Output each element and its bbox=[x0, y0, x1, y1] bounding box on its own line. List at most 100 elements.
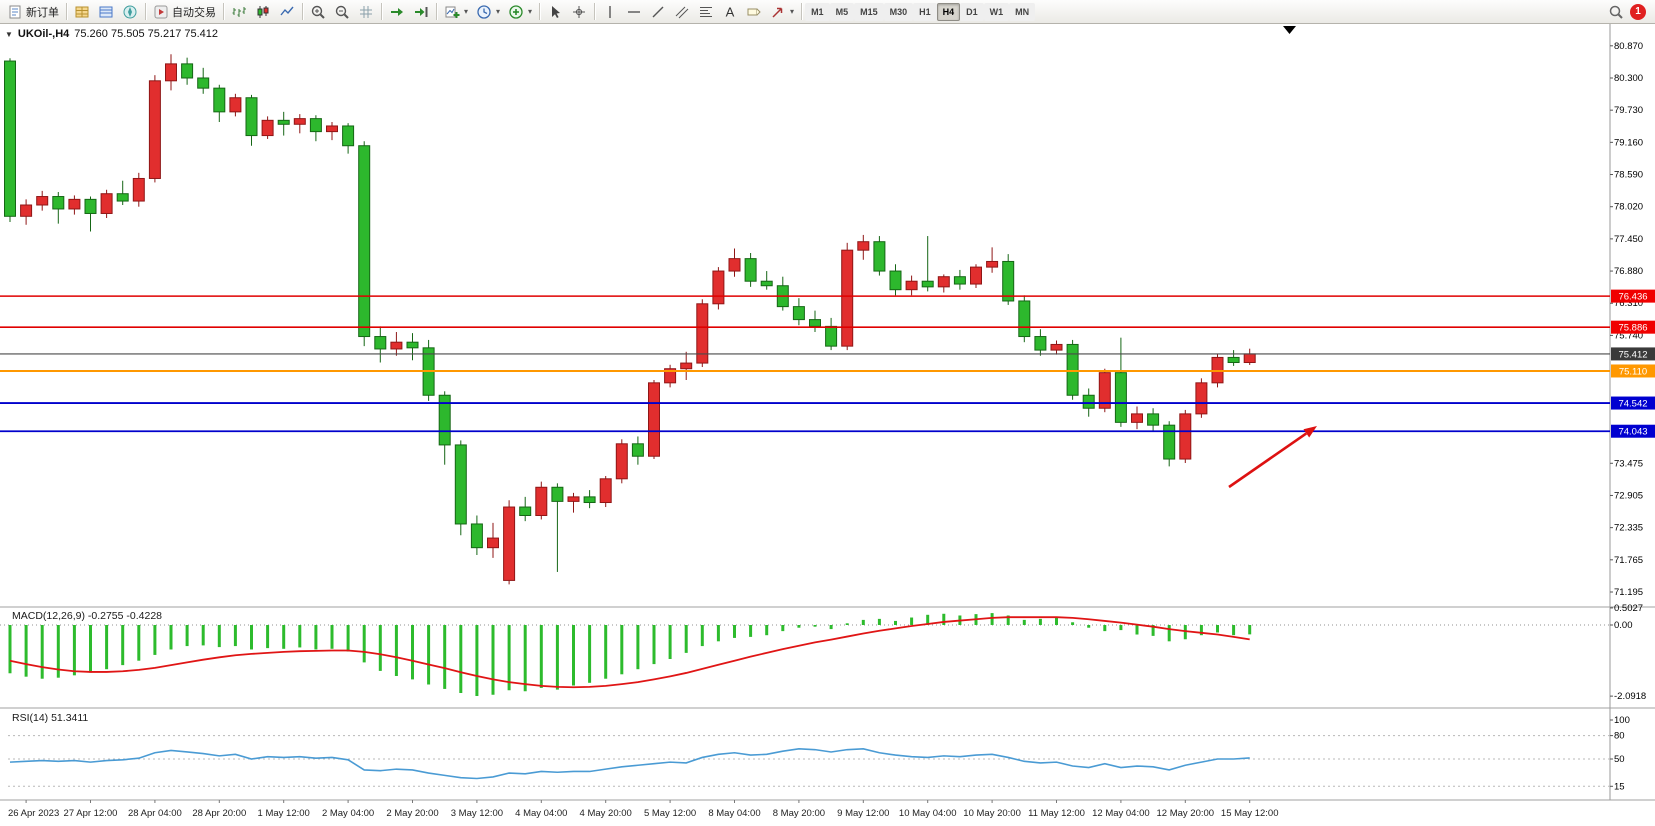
crosshair-button[interactable] bbox=[567, 2, 591, 22]
toolbar-separator bbox=[223, 3, 224, 20]
trendline-button[interactable] bbox=[646, 2, 670, 22]
svg-text:74.043: 74.043 bbox=[1618, 427, 1647, 438]
horizontal-line-button[interactable] bbox=[622, 2, 646, 22]
auto-scroll-button[interactable] bbox=[385, 2, 409, 22]
navigator-icon[interactable] bbox=[118, 2, 142, 22]
time-axis-label: 8 May 04:00 bbox=[708, 808, 760, 819]
periods-button[interactable]: ▾ bbox=[472, 2, 504, 22]
timeframe-button-m15[interactable]: M15 bbox=[854, 2, 884, 21]
market-watch-icon[interactable] bbox=[70, 2, 94, 22]
candle bbox=[213, 84, 226, 123]
indicators-button[interactable]: ▾ bbox=[504, 2, 536, 22]
chart-ohlc: 75.260 75.505 75.217 75.412 bbox=[74, 28, 219, 40]
time-axis-label: 26 Apr 2023 bbox=[8, 808, 59, 819]
channel-icon bbox=[674, 4, 690, 20]
candle bbox=[986, 247, 999, 273]
grid-button[interactable] bbox=[354, 2, 378, 22]
candle bbox=[470, 515, 483, 556]
candle bbox=[953, 269, 966, 290]
price-axis-label: 77.450 bbox=[1614, 234, 1643, 245]
candle bbox=[309, 115, 322, 142]
search-icon bbox=[1608, 4, 1624, 20]
arrows-button[interactable]: ▾ bbox=[766, 2, 798, 22]
time-axis-label: 28 Apr 20:00 bbox=[192, 808, 246, 819]
indicators-icon bbox=[508, 4, 524, 20]
chart-title: ▼ UKOil-,H4 75.260 75.505 75.217 75.412 bbox=[5, 28, 218, 40]
chart-shift-marker[interactable] bbox=[1283, 26, 1296, 34]
zoom-out-button[interactable] bbox=[330, 2, 354, 22]
timeframe-button-mn[interactable]: MN bbox=[1009, 2, 1036, 21]
zoom-in-button[interactable] bbox=[306, 2, 330, 22]
cursor-icon bbox=[547, 4, 563, 20]
timeframe-button-m30[interactable]: M30 bbox=[883, 2, 914, 21]
candle bbox=[1179, 409, 1192, 463]
text-button[interactable]: A bbox=[718, 2, 742, 22]
line-chart-button[interactable] bbox=[275, 2, 299, 22]
time-axis-label: 8 May 20:00 bbox=[773, 808, 825, 819]
candlestick-chart-button[interactable] bbox=[251, 2, 275, 22]
candle bbox=[132, 172, 145, 207]
data-window-icon-icon bbox=[98, 4, 114, 20]
candle bbox=[970, 264, 982, 288]
fibonacci-button[interactable] bbox=[694, 2, 718, 22]
price-axis-label: 72.335 bbox=[1614, 523, 1643, 534]
chart-symbol-period: UKOil-,H4 bbox=[17, 28, 70, 40]
new-chart-button[interactable]: ▾ bbox=[440, 2, 472, 22]
new-order-button[interactable]: 新订单 bbox=[3, 2, 63, 22]
auto-scroll-icon bbox=[389, 4, 405, 20]
candle bbox=[390, 332, 403, 356]
chart-shift-button[interactable] bbox=[409, 2, 433, 22]
crosshair-icon bbox=[571, 4, 587, 20]
auto-trading-button[interactable]: 自动交易 bbox=[149, 2, 220, 22]
candle bbox=[261, 116, 274, 139]
timeframe-button-w1[interactable]: W1 bbox=[983, 2, 1010, 21]
candlestick-chart-icon bbox=[255, 4, 271, 20]
label-button[interactable] bbox=[742, 2, 766, 22]
chevron-down-icon: ▾ bbox=[464, 7, 469, 16]
candle bbox=[245, 94, 258, 146]
price-axis-label: 73.475 bbox=[1614, 458, 1643, 469]
channel-button[interactable] bbox=[670, 2, 694, 22]
bar-chart-button[interactable] bbox=[227, 2, 251, 22]
timeframe-button-h4[interactable]: H4 bbox=[936, 2, 961, 21]
timeframe-button-d1[interactable]: D1 bbox=[960, 2, 984, 21]
candle bbox=[503, 500, 516, 585]
hlines-layer bbox=[0, 295, 1610, 433]
candle bbox=[197, 67, 210, 94]
data-window-icon[interactable] bbox=[94, 2, 118, 22]
candle bbox=[648, 380, 660, 460]
candle bbox=[535, 481, 548, 520]
candle bbox=[889, 264, 902, 296]
price-axis: 80.870 80.300 79.730 79.160 78.590 78.020 77.4… bbox=[1610, 41, 1643, 598]
chevron-down-icon: ▾ bbox=[528, 7, 533, 16]
chart-shift-icon bbox=[413, 4, 429, 20]
timeframe-button-h1[interactable]: H1 bbox=[913, 2, 937, 21]
timeframe-button-m5[interactable]: M5 bbox=[829, 2, 855, 21]
svg-text:A: A bbox=[726, 4, 735, 19]
candles-layer bbox=[4, 54, 1256, 585]
notification-badge[interactable]: 1 bbox=[1630, 3, 1646, 20]
candle bbox=[664, 364, 677, 388]
cursor-button[interactable] bbox=[543, 2, 567, 22]
candle bbox=[4, 58, 16, 222]
one-click-trading-toggle[interactable]: ▼ bbox=[5, 29, 13, 39]
time-axis-label: 12 May 04:00 bbox=[1092, 808, 1150, 819]
candle bbox=[857, 234, 870, 260]
toolbar-separator bbox=[302, 3, 303, 20]
timeframe-button-m1[interactable]: M1 bbox=[805, 2, 830, 21]
rsi-axis-label: 100 bbox=[1614, 715, 1630, 726]
candle bbox=[599, 475, 612, 508]
time-axis-label: 15 May 12:00 bbox=[1221, 808, 1279, 819]
search-button[interactable] bbox=[1604, 2, 1628, 22]
candle bbox=[229, 93, 242, 117]
toolbar-separator bbox=[66, 3, 67, 20]
vertical-line-button[interactable] bbox=[598, 2, 622, 22]
candle bbox=[20, 199, 33, 225]
toolbar-separator bbox=[594, 3, 596, 20]
toolbar-separator bbox=[801, 3, 803, 20]
candle bbox=[873, 236, 886, 276]
candle bbox=[1002, 254, 1015, 305]
annotation-arrow[interactable] bbox=[1228, 426, 1317, 489]
price-axis-label: 80.870 bbox=[1614, 41, 1643, 52]
